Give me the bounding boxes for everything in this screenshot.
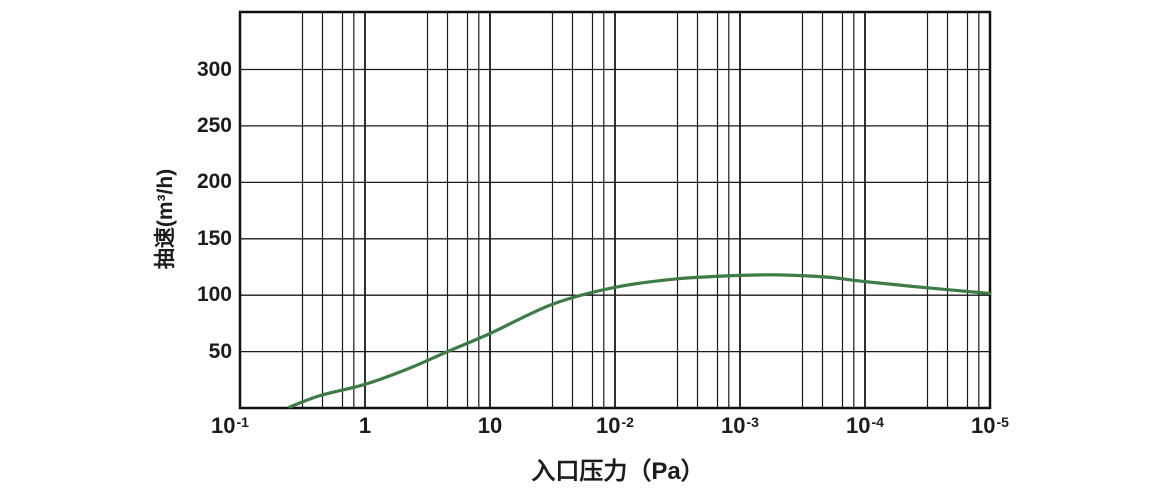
x-tick-label: 10-4 xyxy=(846,413,884,438)
x-tick-exponent: -2 xyxy=(621,414,634,430)
y-axis-title: 抽速(m³/h) xyxy=(154,168,177,270)
y-tick-label: 150 xyxy=(196,227,232,250)
x-tick-label: 10-5 xyxy=(971,413,1009,438)
y-tick-label: 100 xyxy=(196,283,232,306)
x-tick-label: 1 xyxy=(358,413,372,438)
pumping-speed-curve xyxy=(288,273,992,409)
y-tick-label: 200 xyxy=(196,170,232,193)
x-tick-label: 10-3 xyxy=(721,413,759,438)
x-tick-exponent: -1 xyxy=(236,414,249,430)
x-axis-title: 入口压力（Pa） xyxy=(531,458,705,485)
y-tick-label: 250 xyxy=(196,114,232,137)
y-tick-label: 300 xyxy=(196,58,232,81)
x-tick-exponent: -3 xyxy=(746,414,759,430)
x-tick-exponent: -5 xyxy=(996,414,1009,430)
x-tick-label: 10-2 xyxy=(596,413,634,438)
y-tick-label: 50 xyxy=(208,340,232,363)
x-tick-exponent: -4 xyxy=(871,414,884,430)
x-tick-label: 10-1 xyxy=(211,413,249,438)
plot-border xyxy=(238,10,992,410)
x-tick-label: 10 xyxy=(477,413,503,438)
